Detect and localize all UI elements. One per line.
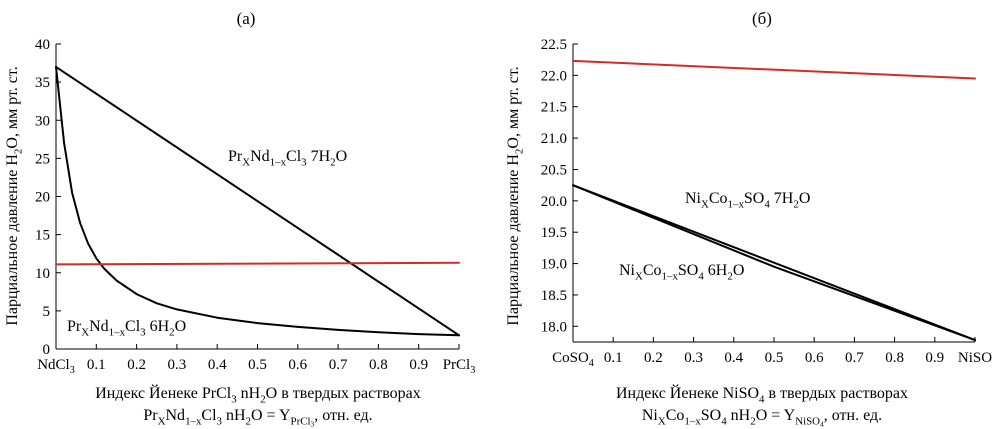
y-tick-label: 18.5 <box>541 288 567 304</box>
chart-a-y-axis-label: Парциальное давление H2O, мм рт. ст. <box>4 66 25 325</box>
x-tick-label: 0.7 <box>329 357 348 373</box>
y-tick-label: 21.0 <box>541 131 567 147</box>
chart-b-x-ticks: CoSO4 0.1 0.2 0.3 0.4 0.5 0.6 0.7 0.8 0.9 NiSO <box>552 337 992 369</box>
chart-b: (б) Парциальное давление H2O, мм рт. ст.… <box>505 9 992 429</box>
y-tick-label: 5 <box>43 304 51 320</box>
y-tick-label: 35 <box>35 75 50 91</box>
x-tick-label: 0.9 <box>409 357 428 373</box>
x-tick-label: CoSO4 <box>552 350 594 369</box>
x-tick-label: 0.8 <box>369 357 388 373</box>
chart-b-y-axis-label: Парциальное давление H2O, мм рт. ст. <box>505 66 526 325</box>
y-tick-label: 19.0 <box>541 257 567 273</box>
series-line-1 <box>55 65 460 337</box>
y-tick-label: 15 <box>35 228 50 244</box>
x-tick-label: 0.4 <box>208 357 227 373</box>
series-line-1 <box>572 184 976 342</box>
x-tick-label: 0.5 <box>248 357 267 373</box>
x-tick-label: NdCl3 <box>37 357 75 376</box>
x-tick-label: 0.2 <box>644 350 663 366</box>
y-tick-label: 10 <box>35 266 50 282</box>
chart-a-y-ticks: 0 5 10 15 20 25 30 35 40 <box>35 37 61 358</box>
y-tick-label: 20.0 <box>541 194 567 210</box>
y-tick-label: 19.5 <box>541 225 567 241</box>
y-tick-label: 21.5 <box>541 100 567 116</box>
chart-a-x-axis-label-line2: PrXNd1–xCl3 nH2O = YPrCl3, отн. ед. <box>143 407 372 429</box>
x-tick-label: 0.1 <box>87 357 106 373</box>
x-tick-label: 0.7 <box>845 350 864 366</box>
x-tick-label: PrCl3 <box>443 357 476 376</box>
chart-a-x-ticks: NdCl3 0.1 0.2 0.3 0.4 0.5 0.6 0.7 0.8 0.9 PrCl3 <box>37 344 475 376</box>
y-tick-label: 22.5 <box>541 37 567 53</box>
y-tick-label: 40 <box>35 37 50 53</box>
x-tick-label: 0.3 <box>684 350 703 366</box>
series-line-2 <box>572 59 976 80</box>
chart-a: (a) Парциальное давление H2O, мм рт. ст.… <box>4 9 475 429</box>
x-tick-label: 0.6 <box>288 357 307 373</box>
y-tick-label: 20 <box>35 190 50 206</box>
y-tick-label: 25 <box>35 151 50 167</box>
y-tick-label: 0 <box>43 342 51 358</box>
chart-b-x-axis-label-line1: Индекс Йенеке NiSO4 в твердых растворах <box>616 383 908 406</box>
chart-a-axes <box>55 44 459 350</box>
series-label-prnd-7h2o: PrXNd1–xCl3 7H2O <box>228 148 347 169</box>
chart-b-x-axis-label-line2: NiXCo1–xSO4 nH2O = YNiSO4, отн. ед. <box>642 407 882 429</box>
chart-a-x-axis-label-line1: Индекс Йенеке PrCl3 nH2O в твердых раств… <box>95 383 421 406</box>
x-tick-label: 0.2 <box>127 357 146 373</box>
x-tick-label: 0.9 <box>925 350 944 366</box>
x-tick-label: 0.8 <box>885 350 904 366</box>
chart-b-series <box>572 59 976 342</box>
series-label-nico-7h2o: NiXCo1–xSO4 7H2O <box>685 190 810 211</box>
y-tick-label: 18.0 <box>541 319 567 335</box>
chart-a-panel-label: (a) <box>237 9 256 28</box>
series-line-2 <box>55 261 460 266</box>
x-tick-label: 0.4 <box>724 350 743 366</box>
x-tick-label: NiSO <box>958 350 992 366</box>
y-tick-label: 30 <box>35 113 50 129</box>
y-tick-label: 22.0 <box>541 68 567 84</box>
chart-b-y-ticks: 18.0 18.5 19.0 19.5 20.0 20.5 21.0 21.5 22.0 22.5 <box>541 37 578 335</box>
x-tick-label: 0.6 <box>805 350 824 366</box>
series-label-prnd-6h2o: PrXNd1–xCl3 6H2O <box>67 318 186 339</box>
x-tick-label: 0.5 <box>765 350 784 366</box>
chart-b-panel-label: (б) <box>752 9 772 28</box>
x-tick-label: 0.3 <box>168 357 187 373</box>
series-line-0 <box>572 184 976 342</box>
y-tick-label: 20.5 <box>541 162 567 178</box>
series-line-0 <box>55 65 460 337</box>
series-label-nico-6h2o: NiXCo1–xSO4 6H2O <box>619 262 744 283</box>
chart-a-series <box>55 65 460 337</box>
x-tick-label: 0.1 <box>604 350 623 366</box>
